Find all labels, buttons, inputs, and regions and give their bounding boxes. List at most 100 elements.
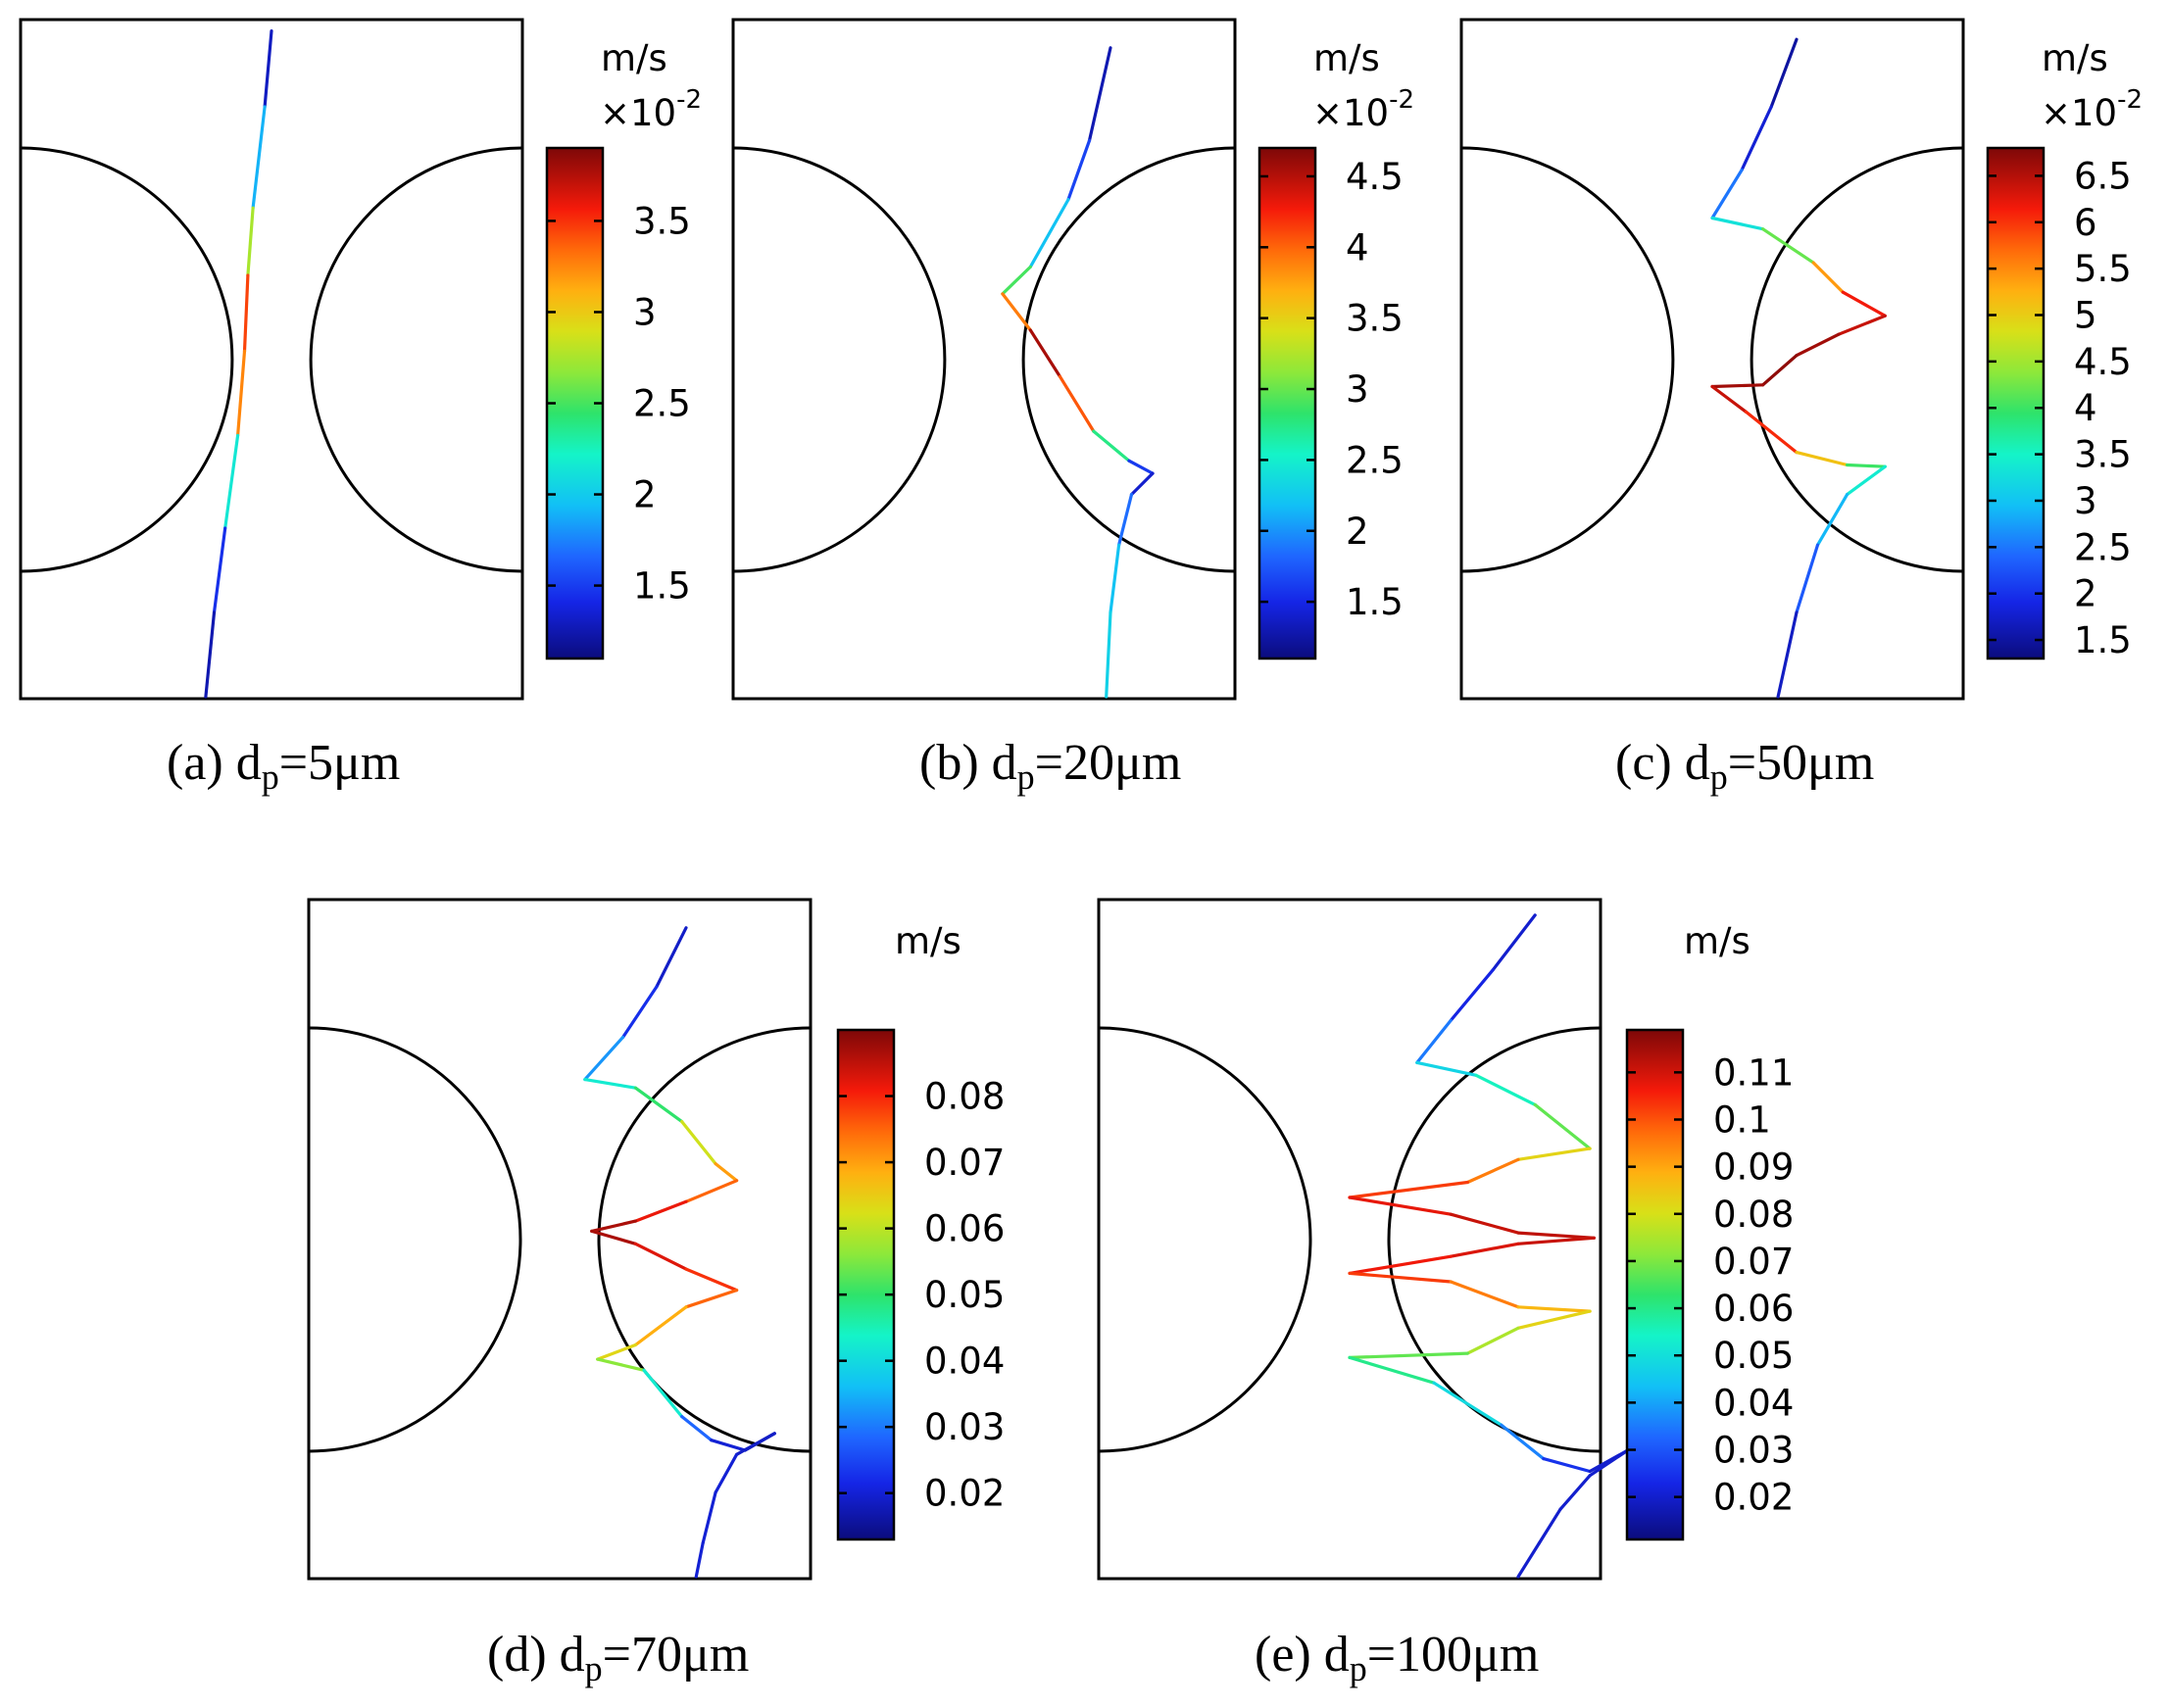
panel-c-frame (1459, 18, 1965, 701)
colorbar-tick-label: 6.5 (2074, 155, 2132, 197)
panel-a-trajectory-0-segment (251, 105, 267, 210)
panel-d-trajectory-1-segment (633, 1199, 688, 1223)
panel-c-trajectory-0-segment (1769, 37, 1799, 109)
panel-b-colorbar-box (1257, 146, 1317, 660)
panel-a-colorbar-gradient (547, 148, 603, 659)
panel-e-colorbar-gradient (1627, 1030, 1683, 1539)
panel-d-trajectory-5-segment (701, 1490, 717, 1545)
panel-c-trajectory-2-segment (1744, 410, 1799, 455)
panel-e-trajectory-7-segment (1516, 1541, 1542, 1579)
panel-d-trajectory-1-segment (684, 1179, 739, 1203)
panel-d-colorbar-gradient (838, 1030, 894, 1539)
panel-c-trajectory-2-segment (1846, 463, 1887, 468)
panel-b-trajectories (1001, 46, 1155, 699)
panel-e-trajectory-5-segment (1348, 1351, 1469, 1359)
panel-d-trajectory-0-segment (583, 1078, 637, 1090)
panel-e-trajectory-4-segment (1449, 1280, 1520, 1309)
colorbar-tick-label: 0.07 (1713, 1241, 1794, 1283)
panel-c-caption-prefix: (c) d (1615, 735, 1710, 791)
panel-c-trajectory-3-segment (1846, 464, 1887, 497)
panel-e-trajectory-7-segment (1537, 1507, 1562, 1545)
panel-e-colorbar-unit: m/s (1684, 920, 1750, 962)
colorbar-tick-label: 1.5 (633, 565, 691, 608)
panel-e-caption-suffix: =100μm (1367, 1627, 1540, 1683)
panel-a-trajectory-0-segment (263, 29, 273, 109)
panel-d-trajectory-3-segment (684, 1289, 739, 1309)
panel-d-colorbar-ticks: 0.08 0.07 0.06 0.05 0.04 0.03 0.02 (838, 1076, 1005, 1515)
panel-c-caption: (c) dp=50μm (1615, 735, 1874, 797)
panel-c-colorbar-box (1986, 146, 2046, 660)
panel-d-trajectory-2-segment (633, 1242, 688, 1271)
panel-d-trajectory-4-segment (596, 1357, 646, 1372)
panel-b-caption-prefix: (b) d (919, 735, 1017, 791)
panel-c-trajectory-3-segment (1815, 493, 1849, 547)
panel-c-trajectory-2-segment (1710, 384, 1748, 414)
panel-b-left-sphere (732, 146, 947, 573)
colorbar-tick-label: 2.5 (1346, 439, 1404, 481)
panel-c-multiplier-base: ×10 (2041, 92, 2117, 134)
colorbar-tick-label: 3 (2074, 480, 2097, 522)
panel-c-multiplier-exponent: -2 (2117, 85, 2143, 115)
panel-d-trajectory-0-segment (620, 985, 659, 1040)
colorbar-tick-label: 3 (633, 291, 657, 333)
panel-a-trajectory-0-segment (204, 610, 217, 699)
panel-a-colorbar-ticks: 3.5 3 2.5 2 1.5 (547, 200, 691, 608)
colorbar-tick-label: 2.5 (2074, 526, 2132, 568)
panel-c-trajectory-3-segment (1795, 543, 1820, 614)
panel-d-caption-suffix: =70μm (603, 1627, 750, 1683)
panel-b-colorbar-unit: m/s (1313, 37, 1380, 79)
panel-d-trajectory-5-segment (694, 1541, 705, 1579)
colorbar-tick-label: 3.5 (2074, 434, 2132, 476)
panel-b: m/s ×10-2 4.5 4 3.5 3 2.5 2 1.5 (b) dp=20μm (731, 18, 1414, 797)
panel-c-trajectory-1-segment (1837, 314, 1887, 336)
panel-c-trajectory-0-segment (1761, 227, 1815, 265)
panel-c-trajectory-1-segment (1710, 383, 1765, 389)
panel-e-trajectory-2-segment (1449, 1212, 1520, 1235)
panel-b-multiplier-exponent: -2 (1389, 85, 1414, 115)
panel-a-caption-prefix: (a) d (167, 735, 262, 791)
panel-c-trajectory-0-segment (1841, 290, 1887, 317)
panel-a-right-sphere (309, 146, 523, 573)
panel-b-trajectory-0-segment (1001, 292, 1032, 332)
panel-e-trajectory-1-segment (1516, 1147, 1592, 1161)
panel-e-trajectory-4-segment (1516, 1305, 1592, 1313)
panel-b-colorbar-gradient (1259, 148, 1315, 659)
panel-e-trajectory-0-segment (1415, 1060, 1478, 1077)
panel-b-trajectory-0-segment (1066, 138, 1092, 202)
colorbar-tick-label: 0.09 (1713, 1147, 1794, 1189)
panel-c-right-sphere (1750, 146, 1964, 573)
colorbar-tick-label: 0.08 (1713, 1194, 1794, 1236)
panel-e-trajectory-6-segment (1348, 1355, 1436, 1385)
panel-d-trajectory-0-segment (655, 926, 688, 989)
panel-b-trajectory-1-segment (1129, 471, 1155, 497)
panel-b-caption-sub: p (1017, 757, 1035, 797)
panel-d-caption-sub: p (585, 1649, 603, 1688)
panel-e-trajectories (1348, 913, 1630, 1579)
panel-a-multiplier-exponent: -2 (676, 85, 702, 115)
panel-d-caption: (d) dp=70μm (487, 1627, 749, 1688)
panel-c-trajectory-0-segment (1710, 216, 1765, 231)
colorbar-tick-label: 1.5 (1346, 581, 1404, 623)
colorbar-tick-label: 4.5 (2074, 341, 2132, 383)
panel-a-caption: (a) dp=5μm (167, 735, 400, 797)
panel-e-trajectory-7-segment (1588, 1448, 1630, 1478)
panel-a-trajectory-0-segment (236, 349, 247, 437)
panel-c-trajectory-3-segment (1776, 610, 1799, 699)
panel-d-colorbar-box (836, 1028, 896, 1541)
panel-e-trajectory-0-segment (1533, 1102, 1592, 1150)
panel-d-trajectory-4-segment (642, 1368, 684, 1419)
panel-e-trajectory-5-segment (1516, 1309, 1592, 1330)
colorbar-tick-label: 4 (1346, 226, 1369, 268)
colorbar-tick-label: 5.5 (2074, 248, 2132, 290)
colorbar-tick-label: 4.5 (1346, 156, 1404, 198)
colorbar-tick-label: 0.06 (1713, 1288, 1794, 1330)
panel-d-trajectory-5-segment (714, 1452, 739, 1494)
panel-c-colorbar-gradient (1988, 148, 2044, 659)
panel-b-caption: (b) dp=20μm (919, 735, 1181, 797)
panel-e-frame (1097, 898, 1602, 1581)
colorbar-tick-label: 0.02 (924, 1473, 1005, 1515)
panel-b-frame (731, 18, 1237, 701)
panel-e-trajectory-6-segment (1542, 1457, 1592, 1474)
panel-b-trajectory-0-segment (1028, 328, 1061, 378)
